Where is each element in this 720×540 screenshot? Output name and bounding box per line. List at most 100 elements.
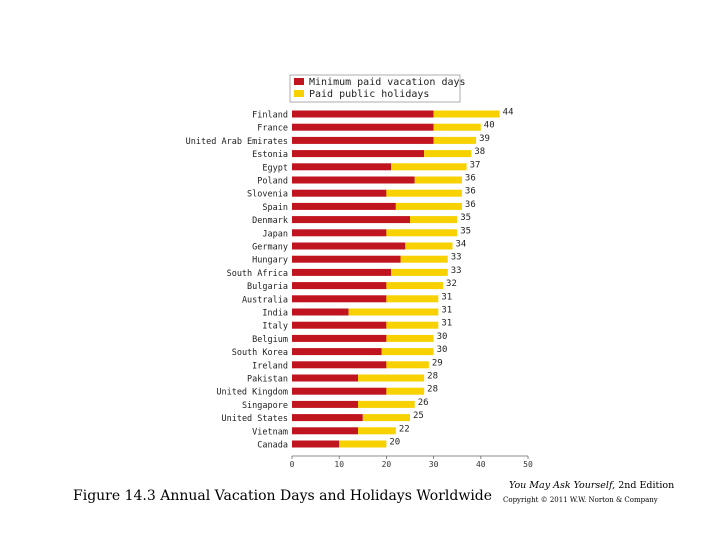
bar-vacation-denmark (292, 216, 410, 224)
total-label-bulgaria: 32 (446, 279, 457, 289)
x-tick-label-20: 20 (382, 460, 392, 469)
bar-holidays-south-korea (381, 348, 434, 356)
bar-holidays-vietnam (358, 427, 396, 435)
bar-vacation-south-korea (292, 348, 382, 356)
bar-holidays-belgium (386, 334, 434, 342)
bar-vacation-finland (292, 110, 434, 118)
category-label-estonia: Estonia (252, 150, 288, 160)
bar-vacation-italy (292, 321, 387, 329)
total-label-india: 31 (441, 306, 452, 316)
chart-bars: Finland 44 France 40 United Arab Emirates 39 E… (186, 108, 514, 451)
bar-holidays-germany (405, 242, 453, 250)
bar-vacation-spain (292, 202, 396, 210)
category-label-australia: Australia (242, 295, 288, 305)
category-label-india: India (262, 309, 288, 319)
total-label-united-kingdom: 28 (427, 385, 438, 395)
category-label-denmark: Denmark (252, 216, 288, 226)
legend-swatch-paid-public-holidays (294, 90, 304, 97)
bar-vacation-south-africa (292, 268, 392, 276)
legend-swatch-minimum-paid-vacation-days (294, 78, 304, 85)
bar-vacation-india (292, 308, 349, 316)
bar-holidays-pakistan (358, 374, 425, 382)
category-label-vietnam: Vietnam (252, 427, 288, 437)
bar-vacation-germany (292, 242, 406, 250)
bar-holidays-italy (386, 321, 439, 329)
x-tick-label-40: 40 (476, 460, 486, 469)
category-label-south-africa: South Africa (227, 269, 288, 279)
total-label-south-africa: 33 (451, 266, 462, 276)
total-label-belgium: 30 (437, 332, 448, 342)
total-label-estonia: 38 (474, 147, 485, 157)
category-label-italy: Italy (262, 322, 288, 332)
category-label-germany: Germany (252, 243, 288, 253)
bar-vacation-ireland (292, 361, 387, 369)
bar-holidays-egypt (391, 163, 467, 171)
bar-vacation-egypt (292, 163, 392, 171)
bar-holidays-united-arab-emirates (433, 136, 477, 144)
bar-holidays-united-kingdom (386, 387, 425, 395)
category-label-egypt: Egypt (262, 163, 288, 173)
bar-vacation-bulgaria (292, 282, 387, 290)
category-label-pakistan: Pakistan (247, 375, 288, 385)
bar-vacation-united-kingdom (292, 387, 387, 395)
x-tick-label-50: 50 (523, 460, 533, 469)
bar-vacation-united-arab-emirates (292, 136, 434, 144)
figure-caption: Figure 14.3 Annual Vacation Days and Hol… (73, 488, 493, 504)
total-label-vietnam: 22 (399, 424, 410, 434)
category-label-slovenia: Slovenia (247, 190, 288, 200)
total-label-canada: 20 (389, 438, 400, 448)
category-label-united-kingdom: United Kingdom (216, 388, 288, 398)
bar-vacation-slovenia (292, 189, 387, 197)
bar-vacation-france (292, 123, 434, 131)
category-label-hungary: Hungary (252, 256, 288, 266)
bar-vacation-pakistan (292, 374, 359, 382)
x-tick-label-0: 0 (290, 460, 295, 469)
bar-holidays-bulgaria (386, 282, 444, 290)
bar-holidays-slovenia (386, 189, 462, 197)
total-label-pakistan: 28 (427, 372, 438, 382)
total-label-finland: 44 (503, 108, 514, 118)
bar-holidays-poland (414, 176, 462, 184)
book-credit: You May Ask Yourself, 2nd Edition (509, 480, 674, 491)
total-label-italy: 31 (441, 319, 452, 329)
total-label-south-korea: 30 (437, 345, 448, 355)
bar-vacation-belgium (292, 334, 387, 342)
total-label-slovenia: 36 (465, 187, 476, 197)
total-label-france: 40 (484, 121, 495, 131)
category-label-belgium: Belgium (252, 335, 288, 345)
category-label-france: France (257, 124, 288, 134)
total-label-australia: 31 (441, 292, 452, 302)
bar-holidays-singapore (358, 400, 415, 408)
book-title: You May Ask Yourself, (509, 480, 616, 491)
bar-holidays-canada (339, 440, 387, 448)
bar-vacation-australia (292, 295, 387, 303)
copyright-notice: Copyright © 2011 W.W. Norton & Company (503, 496, 658, 504)
category-label-ireland: Ireland (252, 361, 288, 371)
total-label-united-states: 25 (413, 411, 424, 421)
total-label-japan: 35 (460, 226, 471, 236)
total-label-singapore: 26 (418, 398, 429, 408)
category-label-canada: Canada (257, 441, 288, 451)
bar-holidays-ireland (386, 361, 429, 369)
category-label-japan: Japan (262, 229, 288, 239)
bar-vacation-japan (292, 229, 387, 237)
total-label-united-arab-emirates: 39 (479, 134, 490, 144)
category-label-singapore: Singapore (242, 401, 288, 411)
total-label-hungary: 33 (451, 253, 462, 263)
category-label-united-arab-emirates: United Arab Emirates (186, 137, 288, 147)
bar-holidays-spain (395, 202, 462, 210)
bar-holidays-finland (433, 110, 500, 118)
bar-holidays-japan (386, 229, 458, 237)
total-label-denmark: 35 (460, 213, 471, 223)
category-label-spain: Spain (262, 203, 288, 213)
total-label-spain: 36 (465, 200, 476, 210)
x-tick-label-30: 30 (429, 460, 439, 469)
total-label-egypt: 37 (470, 160, 481, 170)
bar-vacation-vietnam (292, 427, 359, 435)
total-label-poland: 36 (465, 174, 476, 184)
bar-vacation-estonia (292, 150, 425, 158)
x-axis: 0 10 20 30 40 50 (290, 455, 533, 469)
bar-holidays-australia (386, 295, 439, 303)
bar-vacation-united-states (292, 414, 363, 422)
